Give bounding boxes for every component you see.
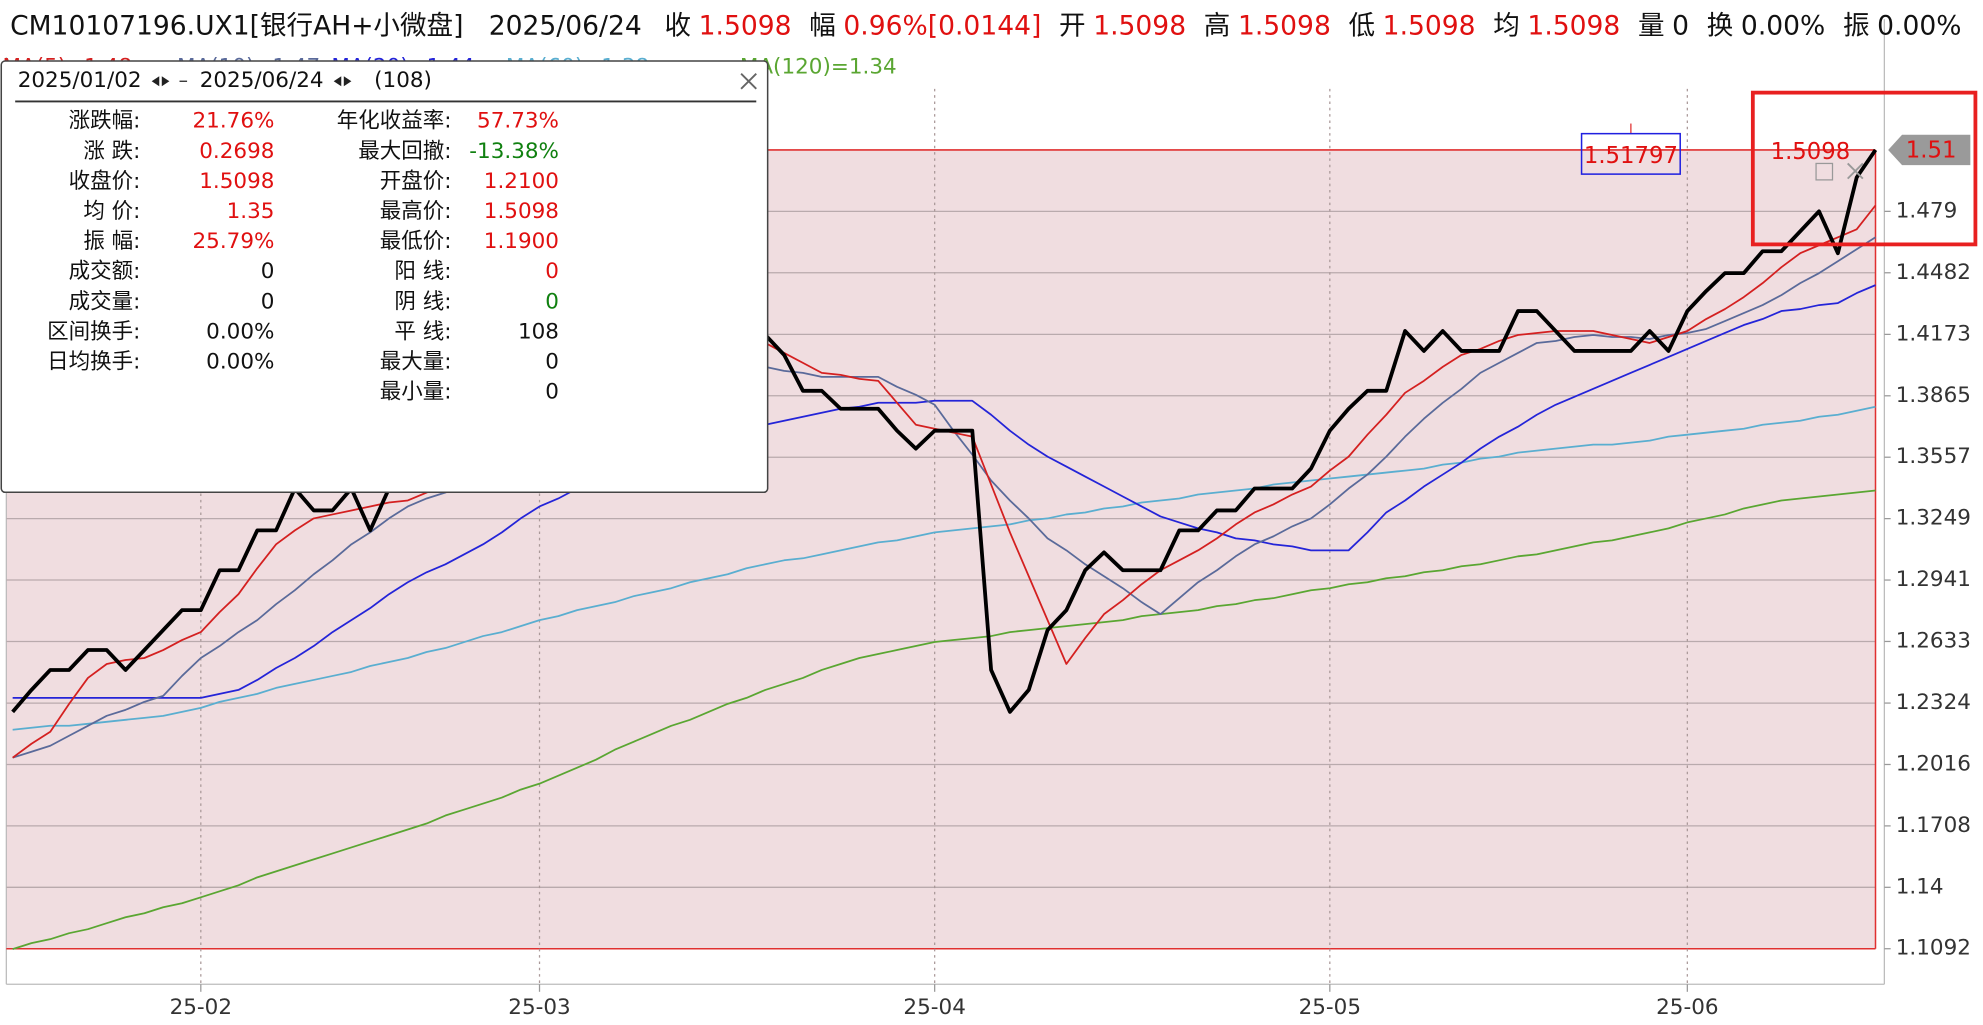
stat-value: 0 (545, 380, 559, 405)
x-tick-label: 25-05 (1299, 995, 1361, 1020)
field-label: 振 (1843, 10, 1870, 41)
stat-value: 1.35 (227, 199, 275, 224)
y-tick-label: 1.3557 (1896, 444, 1971, 469)
panel-range: 2025/06/24 (200, 68, 324, 93)
series-line (12, 405, 1876, 731)
stat-label: 平 线: (394, 319, 451, 344)
price-tag-label: 1.51 (1906, 138, 1957, 164)
y-tick-label: 1.2633 (1896, 628, 1971, 653)
stat-label: 最小量: (380, 380, 452, 405)
stat-label: 开盘价: (380, 169, 452, 194)
highlight-box (1750, 90, 1978, 247)
stat-label: 日均换手: (47, 350, 140, 375)
y-tick-label: 1.1092 (1896, 936, 1971, 961)
stat-label: 最低价: (380, 229, 452, 254)
stat-value: 108 (518, 319, 559, 344)
stat-label: 成交额: (69, 259, 141, 284)
stat-value: 57.73% (477, 109, 559, 134)
price-tag (1888, 134, 1971, 166)
y-tick-label: 1.2941 (1896, 567, 1971, 592)
stat-value: 0 (545, 289, 559, 314)
x-tick-label: 25-06 (1656, 995, 1718, 1020)
field-label: 均 (1493, 10, 1520, 41)
icon-window[interactable] (1815, 162, 1834, 181)
panel-close[interactable] (740, 72, 757, 90)
stat-value: 0 (545, 350, 559, 375)
stat-value: -13.38% (469, 139, 559, 164)
panel-range: 2025/01/02 (18, 68, 142, 93)
series-line (12, 489, 1876, 950)
y-tick-label: 1.2016 (1896, 751, 1971, 776)
stat-label: 最高价: (380, 199, 452, 224)
stat-label: 收盘价: (69, 169, 141, 194)
stat-label: 阳 线: (394, 259, 451, 284)
y-tick-label: 1.3249 (1896, 506, 1971, 531)
field-label: 收 (665, 10, 692, 41)
stat-label: 阴 线: (394, 289, 451, 314)
stat-label: 区间换手: (47, 319, 140, 344)
x-tick-label: 25-04 (903, 995, 965, 1020)
range-arrows[interactable] (333, 76, 352, 87)
field-value: 1.5098 (1527, 10, 1620, 41)
icon-close[interactable] (1847, 162, 1864, 180)
stat-label: 涨跌幅: (69, 109, 141, 134)
x-tick-label: 25-02 (170, 995, 232, 1020)
y-tick-label: 1.3865 (1896, 383, 1971, 408)
field-label: 换 (1707, 10, 1734, 41)
field-value: 1.5098 (1238, 10, 1331, 41)
y-tick-label: 1.4482 (1896, 260, 1971, 285)
field-value: 0 (1672, 10, 1689, 41)
stat-value: 1.5098 (484, 199, 559, 224)
stat-label: 均 价: (83, 199, 140, 224)
stat-value: 0.00% (206, 319, 274, 344)
stat-value: 0 (261, 259, 275, 284)
y-tick-label: 1.479 (1896, 198, 1958, 223)
annotation-label: 1.5098 (1771, 139, 1851, 165)
symbol: CM10107196.UX1[银行AH+小微盘] (10, 10, 463, 41)
field-label: 开 (1059, 10, 1086, 41)
stat-label: 年化收益率: (337, 109, 452, 134)
y-tick-label: 1.4173 (1896, 321, 1971, 346)
y-tick-label: 1.2324 (1896, 690, 1971, 715)
annotation-box (1580, 132, 1681, 175)
stat-value: 21.76% (193, 109, 275, 134)
date: 2025/06/24 (489, 10, 642, 41)
field-value: 1.5098 (1383, 10, 1476, 41)
stat-label: 最大量: (380, 350, 452, 375)
field-value: 1.5098 (1093, 10, 1186, 41)
field-label: 量 (1638, 10, 1665, 41)
field-label: 高 (1204, 10, 1231, 41)
header: CM10107196.UX1[银行AH+小微盘] 2025/06/24 收 1.509… (10, 10, 1961, 41)
stats-panel: 2025/01/02 2025/06/24 (108) 涨跌幅: 21.76% 涨 跌: 0… (0, 60, 769, 494)
panel-box (0, 60, 769, 494)
annotation-label: 1.51797 (1584, 143, 1678, 169)
field-value: 0.00% (1741, 10, 1825, 41)
stat-value: 1.5098 (199, 169, 274, 194)
field-label: 幅 (809, 10, 836, 41)
stat-value: 0.2698 (199, 139, 274, 164)
stat-value: 1.2100 (484, 169, 559, 194)
y-tick-label: 1.1708 (1896, 813, 1971, 838)
stat-value: 0 (261, 289, 275, 314)
range-arrows[interactable] (151, 76, 170, 87)
stat-value: 0 (545, 259, 559, 284)
x-tick-label: 25-03 (508, 995, 570, 1020)
stat-label: 涨 跌: (83, 139, 140, 164)
field-label: 低 (1349, 10, 1376, 41)
y-tick-label: 1.14 (1896, 874, 1944, 899)
stat-value: 0.00% (206, 350, 274, 375)
stat-label: 成交量: (69, 289, 141, 314)
stat-value: 25.79% (193, 229, 275, 254)
stat-label: 振 幅: (83, 229, 140, 254)
field-value: 0.00% (1877, 10, 1961, 41)
field-value: 0.96%[0.0144] (843, 10, 1041, 41)
stat-value: 1.1900 (484, 229, 559, 254)
field-value: 1.5098 (699, 10, 792, 41)
panel-range: (108) (374, 68, 432, 93)
stat-label: 最大回撤: (358, 139, 451, 164)
series-line (11, 148, 1878, 714)
series-line (12, 284, 1876, 699)
